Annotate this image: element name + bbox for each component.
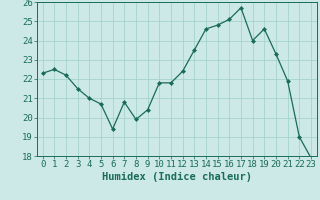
X-axis label: Humidex (Indice chaleur): Humidex (Indice chaleur) — [102, 172, 252, 182]
